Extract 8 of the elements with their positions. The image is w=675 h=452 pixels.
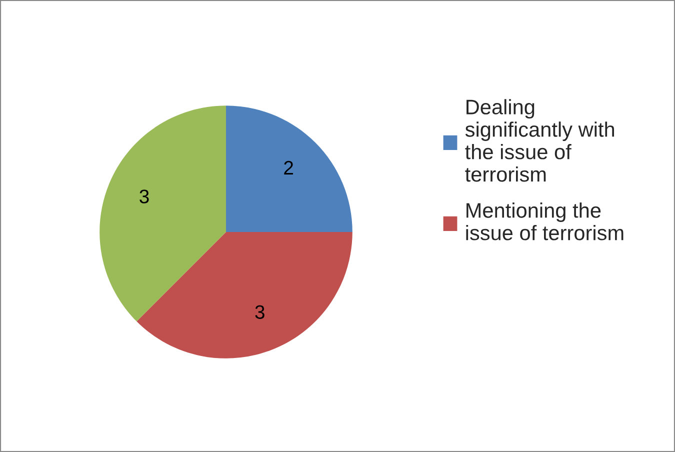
pie-slice xyxy=(226,106,352,232)
data-label: 3 xyxy=(140,190,149,204)
legend-label: Dealing significantly with the issue of terrorism xyxy=(465,99,614,182)
data-label: 3 xyxy=(255,305,264,319)
data-label: 2 xyxy=(284,160,293,174)
legend-label: Mentioning the issue of terrorism xyxy=(466,202,624,240)
pie-slice xyxy=(100,106,226,322)
pie-slice xyxy=(136,232,352,358)
